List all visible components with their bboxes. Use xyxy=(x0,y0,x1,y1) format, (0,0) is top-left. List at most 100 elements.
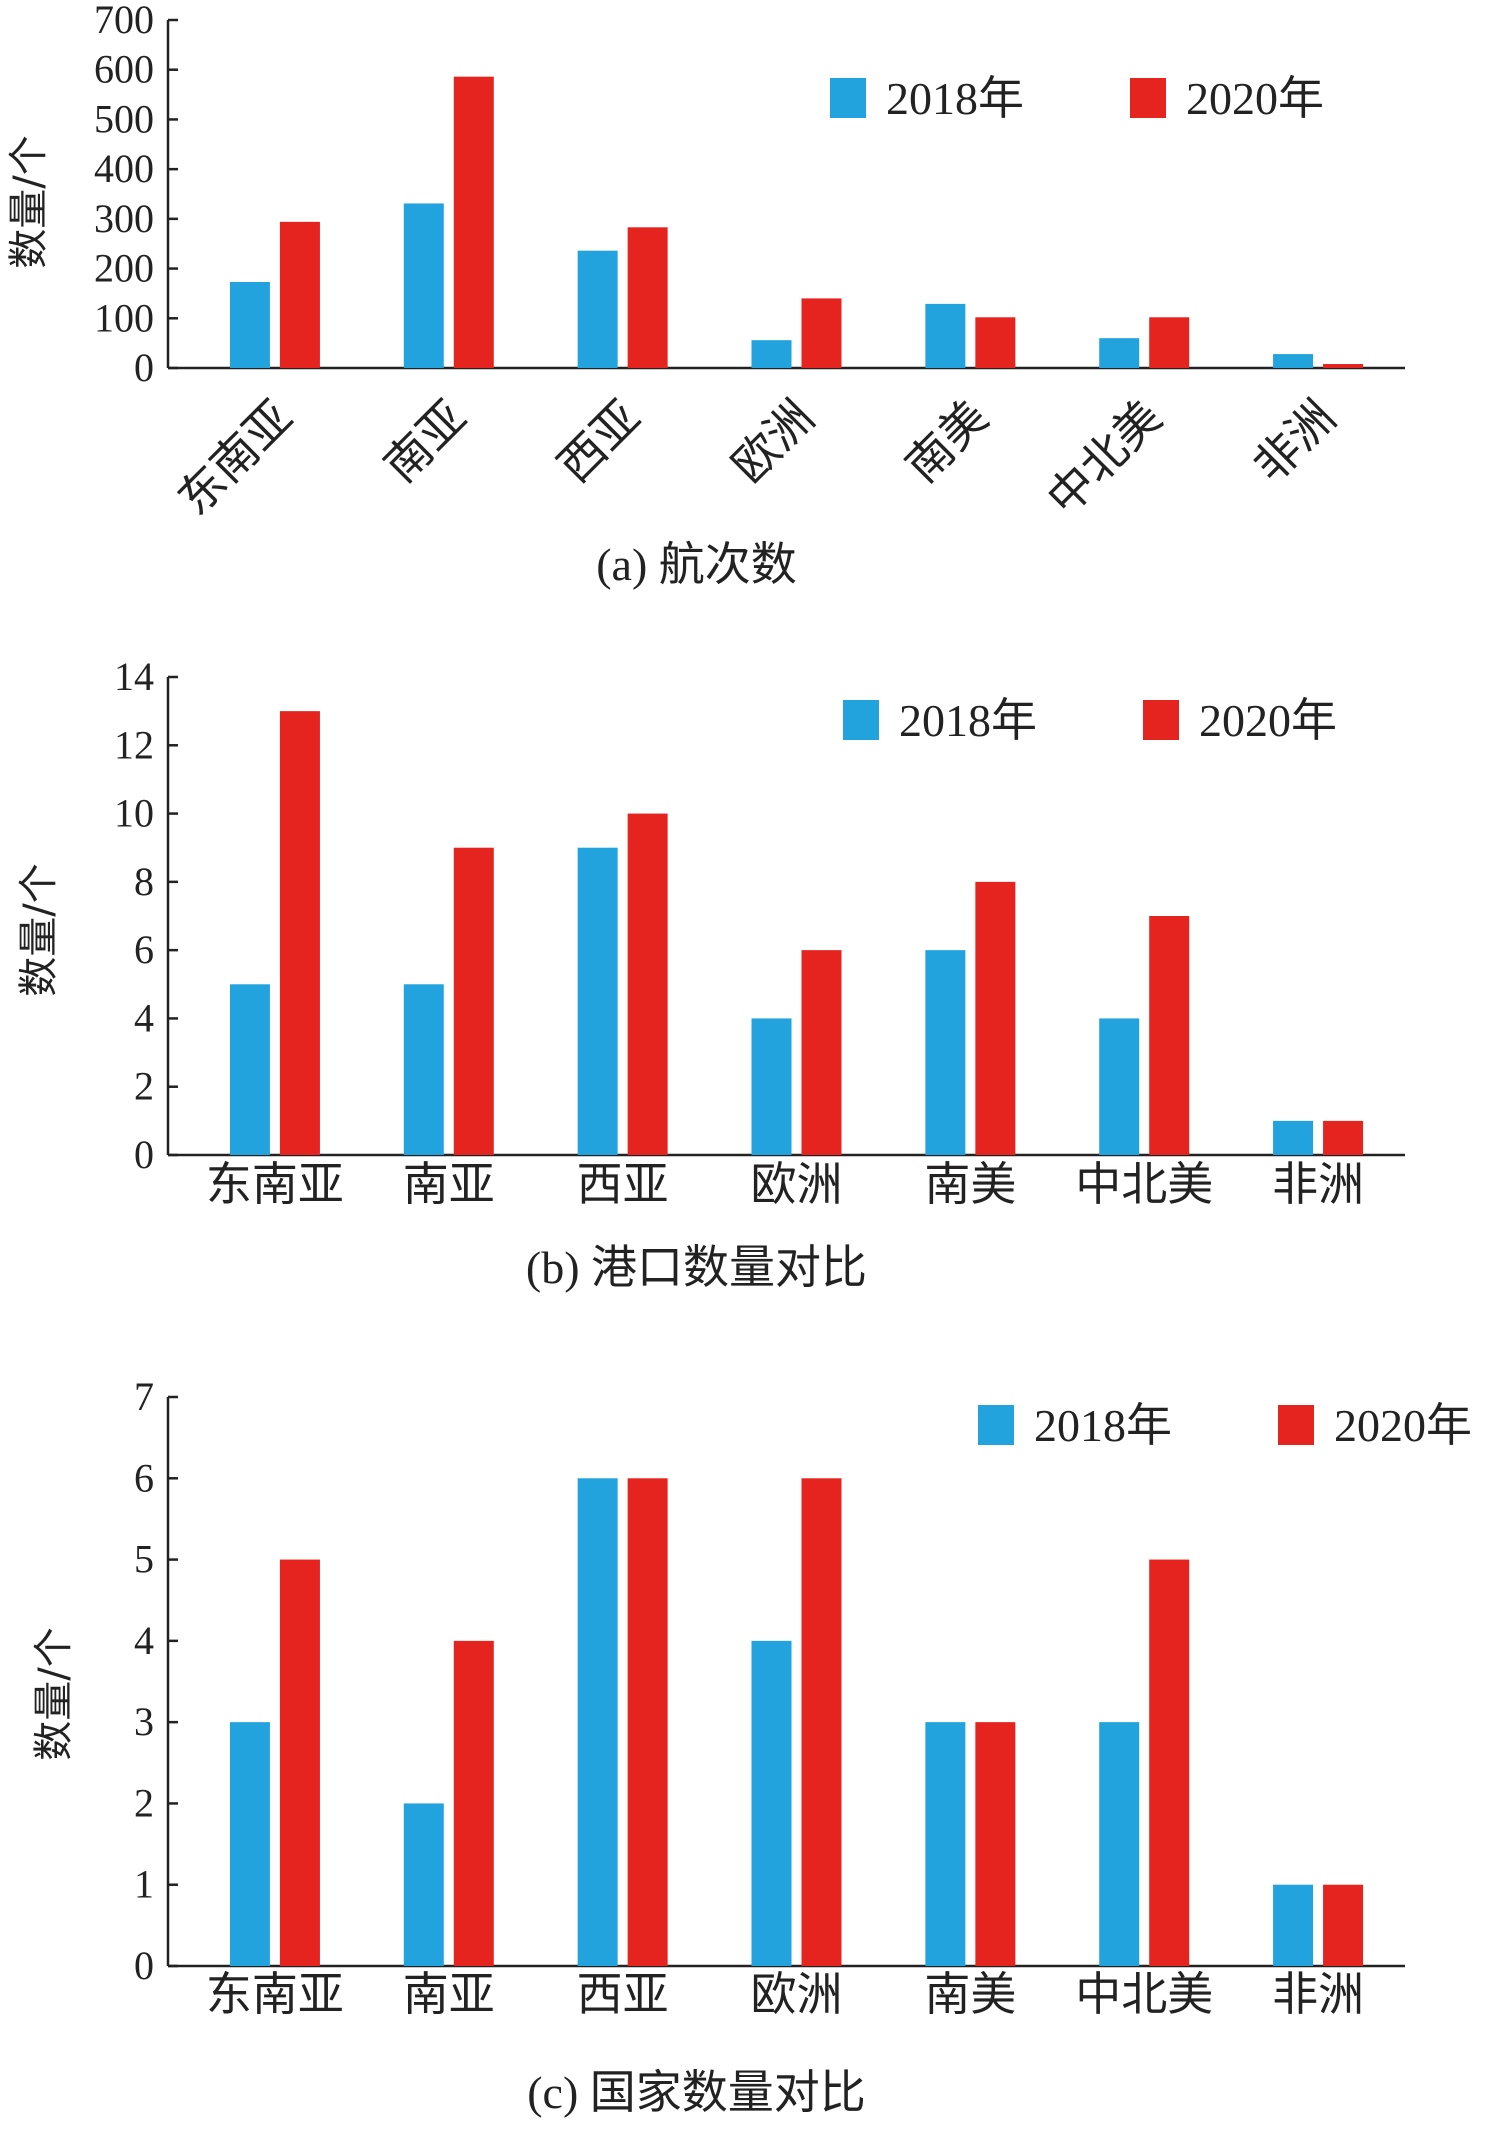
x-tick-label: 西亚 xyxy=(547,390,650,493)
legend-label-2020: 2020年 xyxy=(1334,1400,1472,1451)
bar-2020-中北美 xyxy=(1149,1559,1190,1966)
y-tick-label: 10 xyxy=(114,791,154,836)
legend-label-2020: 2020年 xyxy=(1186,73,1324,124)
x-tick-label: 中北美 xyxy=(1036,390,1172,526)
bar-2020-非洲 xyxy=(1323,364,1364,368)
y-tick-label: 5 xyxy=(134,1537,154,1582)
bar-2018-欧洲 xyxy=(751,340,792,368)
bar-2018-非洲 xyxy=(1273,1884,1314,1966)
x-tick-label: 中北美 xyxy=(1075,1967,1213,2021)
x-tick-label: 东南亚 xyxy=(206,1157,344,1211)
bar-2018-西亚 xyxy=(577,847,618,1155)
y-tick-label: 2 xyxy=(134,1064,154,1109)
bar-2020-东南亚 xyxy=(279,221,320,368)
y-tick-label: 6 xyxy=(134,927,154,972)
legend-label-2018: 2018年 xyxy=(1034,1400,1172,1451)
legend-label-2018: 2018年 xyxy=(886,73,1024,124)
chart-caption: (a) 航次数 xyxy=(596,539,797,590)
x-tick-label: 西亚 xyxy=(577,1967,669,2021)
x-tick-label: 南亚 xyxy=(373,390,476,493)
bar-2018-中北美 xyxy=(1099,1018,1140,1155)
chart-caption: (c) 国家数量对比 xyxy=(527,2067,866,2118)
y-tick-label: 12 xyxy=(114,722,154,767)
x-tick-label: 东南亚 xyxy=(167,390,303,526)
bar-2020-非洲 xyxy=(1323,1884,1364,1966)
bar-2020-欧洲 xyxy=(801,298,842,368)
x-tick-label: 南美 xyxy=(924,1967,1016,2021)
bar-2018-西亚 xyxy=(577,250,618,368)
bar-2018-中北美 xyxy=(1099,1722,1140,1966)
y-tick-label: 0 xyxy=(134,1943,154,1988)
y-tick-label: 6 xyxy=(134,1455,154,1500)
x-tick-label: 西亚 xyxy=(577,1157,669,1211)
x-tick-label: 欧洲 xyxy=(751,1967,843,2021)
bar-2020-南美 xyxy=(975,881,1016,1155)
bar-2018-南美 xyxy=(925,1722,966,1966)
y-tick-label: 500 xyxy=(94,96,154,141)
y-tick-label: 100 xyxy=(94,295,154,340)
y-axis-label: 数量/个 xyxy=(31,1627,77,1760)
x-tick-label: 中北美 xyxy=(1075,1157,1213,1211)
y-tick-label: 600 xyxy=(94,47,154,92)
x-tick-label: 东南亚 xyxy=(206,1967,344,2021)
bar-2020-欧洲 xyxy=(801,1478,842,1966)
x-tick-label: 非洲 xyxy=(1243,390,1346,493)
bar-2020-南美 xyxy=(975,317,1016,368)
legend-swatch-2020 xyxy=(1143,700,1179,740)
x-tick-label: 非洲 xyxy=(1272,1967,1364,2021)
bar-2018-南亚 xyxy=(403,984,444,1155)
bar-2020-西亚 xyxy=(627,813,668,1155)
bar-2018-欧洲 xyxy=(751,1640,792,1966)
y-tick-label: 4 xyxy=(134,995,154,1040)
y-axis-label: 数量/个 xyxy=(16,863,62,996)
y-tick-label: 700 xyxy=(94,0,154,42)
bar-2018-南亚 xyxy=(403,203,444,368)
y-tick-label: 2 xyxy=(134,1780,154,1825)
bar-2020-欧洲 xyxy=(801,950,842,1155)
x-tick-label: 欧洲 xyxy=(721,390,824,493)
bar-2020-西亚 xyxy=(627,227,668,368)
y-tick-label: 14 xyxy=(114,654,154,699)
y-tick-label: 4 xyxy=(134,1618,154,1663)
x-tick-label: 欧洲 xyxy=(751,1157,843,1211)
bar-2020-东南亚 xyxy=(279,711,320,1155)
x-tick-label: 非洲 xyxy=(1272,1157,1364,1211)
y-tick-label: 7 xyxy=(134,1374,154,1419)
bar-2018-非洲 xyxy=(1273,1120,1314,1155)
bar-2018-欧洲 xyxy=(751,1018,792,1155)
bar-2020-南亚 xyxy=(453,76,494,368)
bar-2018-中北美 xyxy=(1099,338,1140,368)
bar-2020-西亚 xyxy=(627,1478,668,1966)
y-tick-label: 200 xyxy=(94,246,154,291)
bar-2018-东南亚 xyxy=(229,984,270,1155)
legend-swatch-2018 xyxy=(830,78,866,118)
legend-swatch-2020 xyxy=(1130,78,1166,118)
bar-2018-南亚 xyxy=(403,1803,444,1966)
bar-2020-南亚 xyxy=(453,1640,494,1966)
bar-2018-西亚 xyxy=(577,1478,618,1966)
bar-2020-东南亚 xyxy=(279,1559,320,1966)
x-tick-label: 南亚 xyxy=(403,1157,495,1211)
bar-2020-中北美 xyxy=(1149,317,1190,368)
bar-2018-东南亚 xyxy=(229,281,270,368)
legend-swatch-2018 xyxy=(978,1405,1014,1445)
bar-2020-南美 xyxy=(975,1722,1016,1966)
x-tick-label: 南美 xyxy=(924,1157,1016,1211)
y-tick-label: 8 xyxy=(134,859,154,904)
bar-2020-非洲 xyxy=(1323,1120,1364,1155)
bar-2018-南美 xyxy=(925,303,966,368)
y-tick-label: 400 xyxy=(94,146,154,191)
x-tick-label: 南亚 xyxy=(403,1967,495,2021)
y-axis-label: 数量/个 xyxy=(6,135,52,268)
y-tick-label: 3 xyxy=(134,1699,154,1744)
y-tick-label: 300 xyxy=(94,196,154,241)
y-tick-label: 0 xyxy=(134,1132,154,1177)
bar-2018-非洲 xyxy=(1273,354,1314,368)
bar-2018-东南亚 xyxy=(229,1722,270,1966)
bar-2020-中北美 xyxy=(1149,916,1190,1155)
y-tick-label: 1 xyxy=(134,1862,154,1907)
